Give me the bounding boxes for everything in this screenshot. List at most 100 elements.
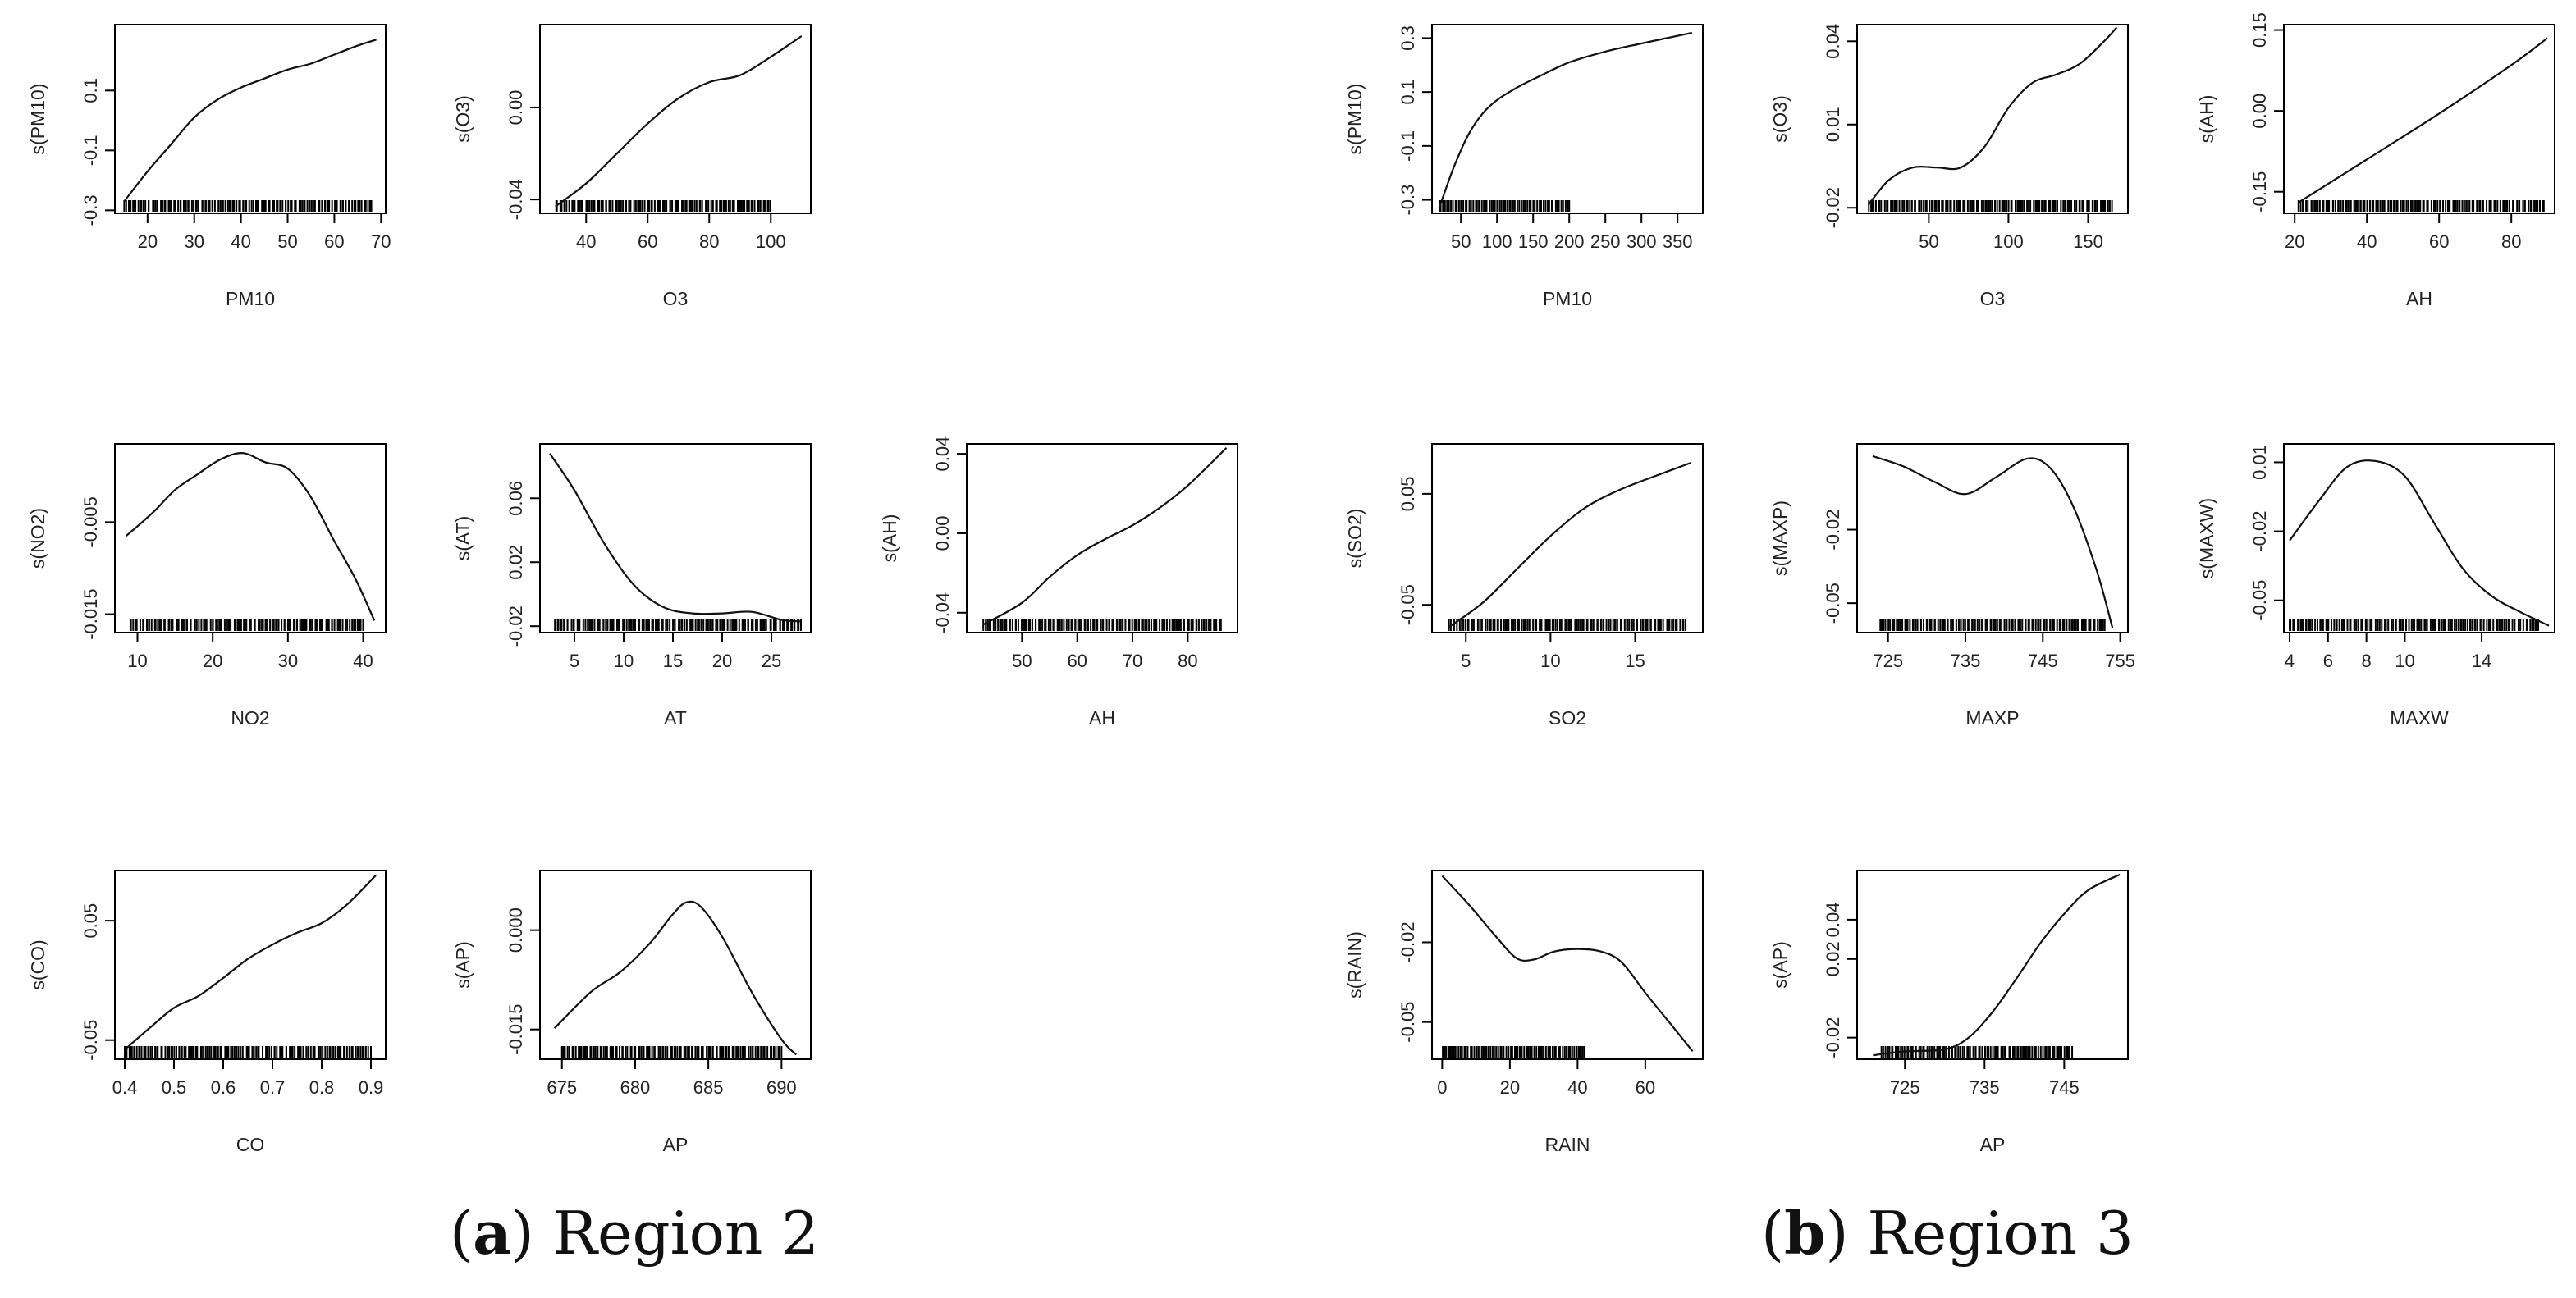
x-tick-label: 690: [766, 1077, 797, 1098]
y-tick-label: 0.00: [506, 90, 526, 126]
x-tick-label: 50: [1012, 651, 1032, 671]
x-tick-label: 675: [547, 1077, 577, 1098]
y-tick-label: -0.04: [932, 592, 953, 633]
y-tick-label: 0.000: [506, 907, 526, 953]
y-axis-label: s(AH): [879, 514, 900, 563]
x-tick-label: 745: [2028, 651, 2058, 671]
plot-frame: [114, 870, 387, 1060]
x-tick-label: 725: [1873, 651, 1903, 671]
x-tick-label: 20: [1500, 1077, 1520, 1098]
y-tick-label: -0.3: [80, 194, 101, 226]
plot-frame: [1431, 443, 1704, 633]
y-tick-label: -0.3: [1398, 185, 1418, 216]
plot-frame: [966, 443, 1238, 633]
x-tick-label: 40: [576, 231, 596, 252]
x-axis-label: PM10: [226, 288, 275, 309]
y-axis-label: s(NO2): [27, 508, 48, 569]
y-tick-label: -0.02: [1823, 187, 1843, 228]
y-axis-label: s(AH): [2196, 95, 2217, 144]
y-tick-label: -0.05: [1823, 583, 1843, 624]
y-tick-label: 0.04: [1823, 902, 1843, 937]
chart-a-pm10: 20 30 40 50 60 70 -0.3 -0.1 0.1 PM10 s(PM10): [27, 24, 391, 309]
x-tick-label: 0.9: [359, 1077, 384, 1098]
x-tick-label: 4: [2285, 651, 2295, 671]
x-axis-label: AP: [663, 1134, 689, 1155]
y-tick-label: -0.015: [506, 1003, 526, 1054]
chart-a-o3: 40 60 80 100 -0.04 0.00 O3 s(O3): [452, 24, 812, 309]
rug-marks: [560, 1046, 783, 1058]
x-tick-label: 5: [570, 651, 579, 671]
x-tick-label: 80: [1178, 651, 1197, 671]
x-tick-label: 30: [278, 651, 298, 671]
x-tick-label: 10: [2395, 651, 2414, 671]
chart-a-ap: 675 680 685 690 -0.015 0.000 AP s(AP): [452, 870, 812, 1155]
x-tick-label: 25: [762, 651, 781, 671]
x-axis-label: RAIN: [1545, 1134, 1590, 1155]
x-tick-label: 30: [184, 231, 204, 252]
x-axis-label: NO2: [231, 707, 269, 729]
x-tick-label: 350: [1663, 231, 1693, 252]
y-axis-label: s(MAXW): [2196, 498, 2217, 578]
y-axis-label: s(AP): [452, 941, 474, 989]
smooth-curve-co: [124, 875, 377, 1051]
y-tick-label: 0.15: [2249, 12, 2270, 48]
rug-marks: [1439, 200, 1571, 212]
y-axis-label: s(MAXP): [1769, 500, 1791, 576]
x-tick-label: 680: [620, 1077, 651, 1098]
x-tick-label: 8: [2362, 651, 2372, 671]
plot-frame: [114, 443, 387, 633]
x-tick-label: 10: [127, 651, 147, 671]
chart-a-no2: 10 20 30 40 -0.015 -0.005 NO2 s(NO2): [27, 443, 387, 729]
x-axis-label: O3: [1980, 288, 2006, 309]
chart-a-at: 5 10 15 20 25 -0.02 0.02 0.06 AT s(AT): [452, 443, 812, 729]
rug-marks: [123, 200, 373, 212]
y-tick-label: -0.04: [506, 179, 526, 220]
chart-b-rain: 0 20 40 60 -0.05 -0.02 RAIN s(RAIN): [1344, 870, 1704, 1155]
x-axis-label: MAXW: [2390, 707, 2449, 729]
x-axis-label: PM10: [1543, 288, 1592, 309]
plot-frame: [1856, 24, 2129, 214]
x-tick-label: 0.4: [112, 1077, 138, 1098]
y-tick-label: -0.02: [1823, 1017, 1843, 1058]
x-axis-label: O3: [663, 288, 689, 309]
x-tick-label: 40: [1567, 1077, 1587, 1098]
x-tick-label: 14: [2472, 651, 2491, 671]
smooth-curve-pm10: [1438, 31, 1693, 208]
plot-frame: [1431, 870, 1704, 1060]
chart-b-o3: 50 100 150 -0.02 0.01 0.04 O3 s(O3): [1769, 24, 2129, 309]
plot-frame: [1856, 870, 2129, 1060]
x-tick-label: 70: [371, 231, 391, 252]
x-axis-label: AH: [2406, 288, 2432, 309]
chart-b-so2: 5 10 15 -0.05 0.05 SO2 s(SO2): [1344, 443, 1704, 729]
smooth-curve-maxp: [1872, 455, 2114, 628]
y-tick-label: 0.02: [1823, 941, 1843, 976]
smooth-curve-ap: [554, 900, 797, 1056]
x-tick-label: 725: [1890, 1077, 1920, 1098]
y-tick-label: -0.05: [2249, 580, 2270, 621]
x-tick-label: 755: [2105, 651, 2135, 671]
plot-frame: [114, 24, 387, 214]
x-tick-label: 100: [1993, 231, 2024, 252]
caption-region-3: (b) Region 3: [1761, 1198, 2134, 1268]
plot-frame: [539, 24, 812, 214]
rug-marks: [1868, 200, 2113, 212]
y-tick-label: -0.05: [1398, 1002, 1418, 1043]
rug-marks: [1448, 619, 1686, 631]
y-tick-label: 0.00: [2249, 94, 2270, 129]
x-tick-label: 50: [1919, 231, 1938, 252]
x-tick-label: 70: [1123, 651, 1142, 671]
y-tick-label: -0.02: [2249, 511, 2270, 552]
x-tick-label: 150: [1518, 231, 1549, 252]
smooth-curve-o3: [1867, 26, 2118, 206]
x-tick-label: 40: [2357, 231, 2377, 252]
y-tick-label: 0.05: [80, 903, 101, 939]
x-tick-label: 80: [699, 231, 719, 252]
chart-b-ah: 20 40 60 80 -0.15 0.00 0.15 AH s(AH): [2196, 12, 2555, 309]
y-axis-label: s(PM10): [27, 84, 48, 155]
y-tick-label: -0.02: [1398, 921, 1418, 962]
chart-b-ap: 725 735 745 -0.02 0.02 0.04 AP s(AP): [1769, 870, 2129, 1155]
x-tick-label: 40: [231, 231, 250, 252]
plot-frame: [539, 870, 812, 1060]
x-tick-label: 60: [1067, 651, 1087, 671]
